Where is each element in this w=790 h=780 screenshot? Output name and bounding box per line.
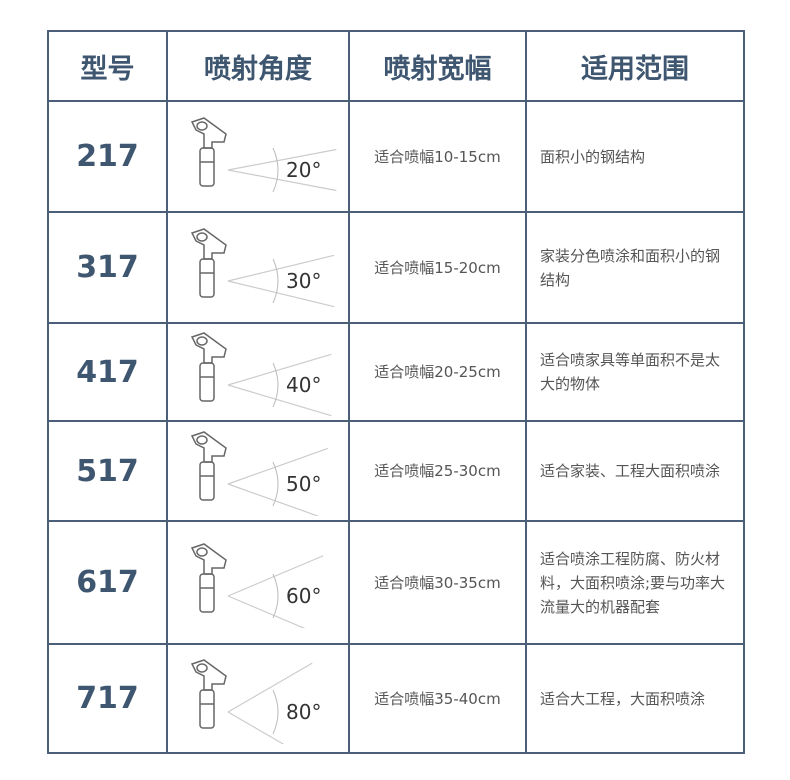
angle-cell: 40°	[166, 322, 350, 422]
model-number: 217	[47, 100, 168, 213]
application-text: 适合喷家具等单面积不是太大的物体	[540, 351, 721, 393]
spray-width: 适合喷幅20-25cm	[348, 322, 527, 422]
table-row: 217 20° 适合喷幅10-15cm 面积小的钢结构	[47, 100, 745, 213]
application-cell: 适合喷涂工程防腐、防火材料，大面积喷涂;要与功率大流量大的机器配套	[525, 520, 745, 645]
angle-label: 20°	[286, 158, 321, 182]
model-number: 317	[47, 211, 168, 324]
application-cell: 面积小的钢结构	[525, 100, 745, 213]
angle-label: 50°	[286, 472, 321, 496]
model-number: 717	[47, 643, 168, 754]
table-row: 717 80° 适合喷幅35-40cm 适合大工程，大面积喷涂	[47, 643, 745, 754]
application-cell: 家装分色喷涂和面积小的钢结构	[525, 211, 745, 324]
table-row: 517 50° 适合喷幅25-30cm 适合家装、工程大面积喷涂	[47, 420, 745, 522]
angle-label: 80°	[286, 700, 321, 724]
spray-tip-icon: 20°	[190, 116, 337, 192]
angle-cell: 30°	[166, 211, 350, 324]
application-text: 适合大工程，大面积喷涂	[540, 689, 706, 708]
spray-width: 适合喷幅10-15cm	[348, 100, 527, 213]
spray-width: 适合喷幅25-30cm	[348, 420, 527, 522]
angle-label: 30°	[286, 269, 321, 293]
header-angle: 喷射角度	[166, 30, 350, 102]
application-cell: 适合喷家具等单面积不是太大的物体	[525, 322, 745, 422]
header-model: 型号	[47, 30, 168, 102]
application-cell: 适合家装、工程大面积喷涂	[525, 420, 745, 522]
spray-tip-icon: 80°	[190, 658, 321, 744]
spray-width: 适合喷幅35-40cm	[348, 643, 527, 754]
table-row: 617 60° 适合喷幅30-35cm 适合喷涂工程防腐、防火材料，大面积喷涂;…	[47, 520, 745, 645]
angle-cell: 50°	[166, 420, 350, 522]
application-text: 家装分色喷涂和面积小的钢结构	[540, 246, 721, 289]
spray-tip-icon: 30°	[190, 227, 335, 307]
angle-cell: 20°	[166, 100, 350, 213]
angle-label: 40°	[286, 373, 321, 397]
spray-tip-icon: 50°	[190, 431, 328, 516]
spray-width: 适合喷幅30-35cm	[348, 520, 527, 645]
application-cell: 适合大工程，大面积喷涂	[525, 643, 745, 754]
model-number: 617	[47, 520, 168, 645]
header-use: 适用范围	[525, 30, 745, 102]
model-number: 417	[47, 322, 168, 422]
angle-cell: 80°	[166, 643, 350, 754]
table-row: 417 40° 适合喷幅20-25cm 适合喷家具等单面积不是太大的物体	[47, 322, 745, 422]
application-text: 适合家装、工程大面积喷涂	[540, 462, 721, 480]
table-row: 317 30° 适合喷幅15-20cm 家装分色喷涂和面积小的钢结构	[47, 211, 745, 324]
angle-label: 60°	[286, 584, 321, 608]
header-width: 喷射宽幅	[348, 30, 527, 102]
header-row: 型号 喷射角度 喷射宽幅 适用范围	[47, 30, 745, 102]
application-text: 面积小的钢结构	[540, 147, 646, 166]
angle-cell: 60°	[166, 520, 350, 645]
spray-width: 适合喷幅15-20cm	[348, 211, 527, 324]
spray-tip-table: 型号 喷射角度 喷射宽幅 适用范围 217 20° 适合喷幅10-15cm 面积…	[47, 30, 745, 754]
model-number: 517	[47, 420, 168, 522]
application-text: 适合喷涂工程防腐、防火材料，大面积喷涂;要与功率大流量大的机器配套	[540, 549, 726, 616]
spray-tip-icon: 40°	[190, 332, 332, 417]
spray-tip-icon: 60°	[190, 542, 324, 628]
